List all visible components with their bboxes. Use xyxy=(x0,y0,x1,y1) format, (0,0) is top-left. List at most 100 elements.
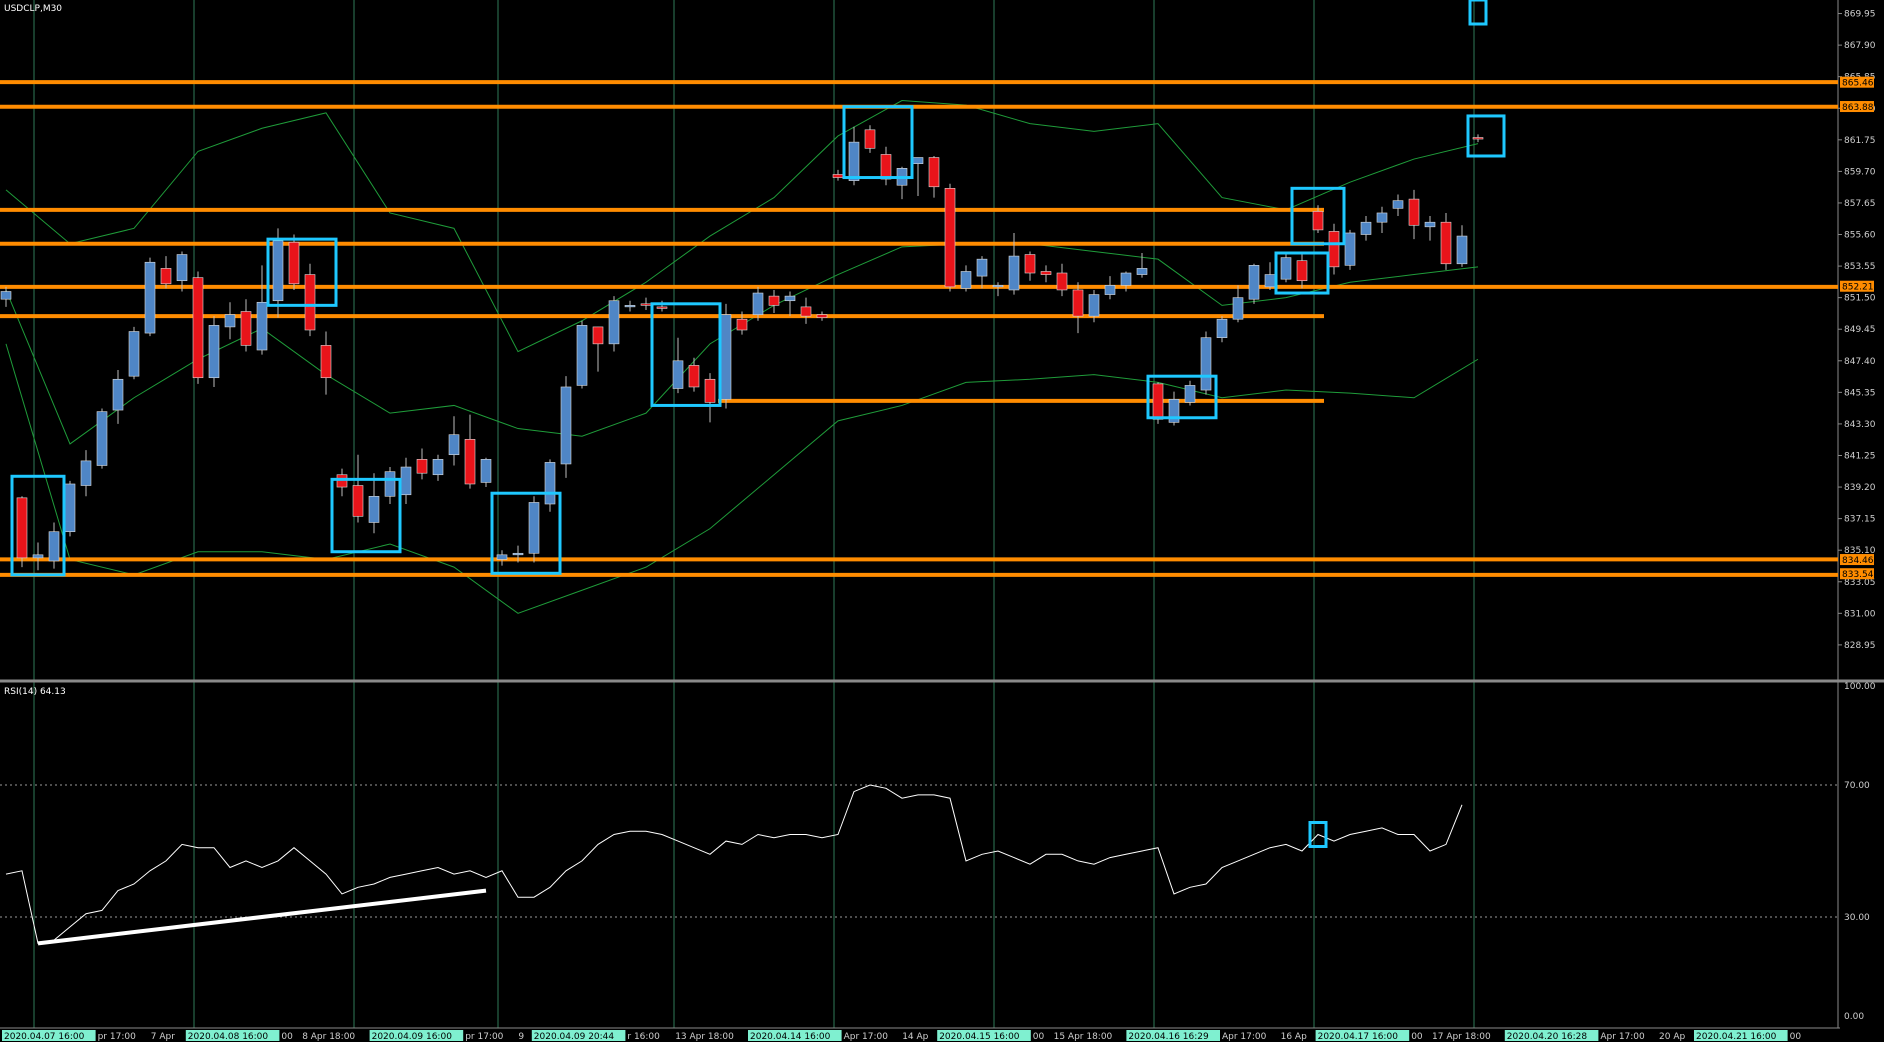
candle-body xyxy=(48,531,60,562)
candle xyxy=(544,459,556,512)
candle-body xyxy=(1008,255,1020,291)
price-tick-label: 847.40 xyxy=(1844,357,1876,367)
time-label: 16 Ap xyxy=(1281,1032,1307,1042)
candle-body xyxy=(1088,294,1100,317)
time-label: pr 17:00 xyxy=(98,1032,136,1042)
candle-body xyxy=(560,386,572,465)
price-tick-label: 839.20 xyxy=(1844,483,1876,493)
candle-body xyxy=(1104,285,1116,295)
rsi-highlight-box[interactable] xyxy=(1468,0,1488,26)
candle-body xyxy=(992,285,1004,288)
time-badge xyxy=(1315,1030,1410,1041)
price-tick-label: 828.95 xyxy=(1844,641,1876,651)
candle-body xyxy=(96,411,108,466)
price-axis: 869.95867.90865.85863.80861.75859.70857.… xyxy=(1838,10,1876,651)
candle-body xyxy=(1216,318,1228,338)
price-tick-label: 837.15 xyxy=(1844,515,1876,525)
candle-body xyxy=(1232,297,1244,320)
time-badge-label: 2020.04.09 16:00 xyxy=(372,1032,453,1042)
candle xyxy=(1328,223,1340,275)
candle xyxy=(688,357,700,392)
candle xyxy=(1296,254,1308,289)
candle xyxy=(1072,282,1084,334)
candle-body xyxy=(512,552,524,556)
candle xyxy=(864,125,876,153)
price-tick-label: 867.90 xyxy=(1844,41,1876,51)
highlight-box[interactable] xyxy=(650,302,722,407)
candle-body xyxy=(480,459,492,483)
highlight-box[interactable] xyxy=(330,477,402,554)
candle xyxy=(368,473,380,534)
candle xyxy=(1184,380,1196,406)
candle-body xyxy=(160,268,172,285)
candle xyxy=(1056,263,1068,297)
highlight-box[interactable] xyxy=(266,237,338,307)
candle xyxy=(752,286,764,321)
time-label: r 16:00 xyxy=(627,1032,660,1042)
candle xyxy=(432,454,444,481)
price-tick-label: 855.60 xyxy=(1844,231,1876,241)
candle-body xyxy=(1408,198,1420,226)
price-tick-label: 833.05 xyxy=(1844,578,1876,588)
highlight-box[interactable] xyxy=(1274,251,1330,295)
highlight-box[interactable] xyxy=(1466,114,1506,158)
candle-body xyxy=(1264,274,1276,288)
candle xyxy=(224,302,236,340)
candle-body xyxy=(64,483,76,533)
candle xyxy=(1200,331,1212,395)
time-label: 9 xyxy=(518,1032,524,1042)
price-tick-label: 845.35 xyxy=(1844,388,1876,398)
rsi-tick-label: 70.00 xyxy=(1844,781,1870,791)
price-tick-label: 841.25 xyxy=(1844,451,1876,461)
candle-body xyxy=(464,439,476,485)
highlight-box[interactable] xyxy=(10,474,66,577)
price-badge xyxy=(1840,554,1874,566)
price-tick-label: 861.75 xyxy=(1844,136,1876,146)
candle xyxy=(1472,134,1484,143)
price-tick-label: 857.65 xyxy=(1844,199,1876,209)
rsi-highlight-box[interactable] xyxy=(1308,821,1328,848)
rsi-line xyxy=(5,784,1463,944)
price-badge-label: 865.46 xyxy=(1842,79,1874,89)
candles xyxy=(0,125,1484,571)
bollinger-upper-line xyxy=(5,100,1479,353)
candle-body xyxy=(1280,257,1292,280)
highlight-box[interactable] xyxy=(1290,186,1346,246)
time-label: 8 Apr 18:00 xyxy=(302,1032,355,1042)
candle xyxy=(64,480,76,537)
time-badge xyxy=(185,1030,280,1041)
highlight-box[interactable] xyxy=(490,491,562,575)
candle xyxy=(992,282,1004,297)
candle-body xyxy=(832,174,844,178)
highlight-box[interactable] xyxy=(842,105,914,180)
candle-body xyxy=(1200,337,1212,391)
candle-body xyxy=(768,295,780,306)
candle xyxy=(1360,216,1372,241)
candle xyxy=(416,448,428,480)
candle-body xyxy=(16,497,28,559)
candle-body xyxy=(608,300,620,345)
highlight-box[interactable] xyxy=(1146,374,1218,420)
candle xyxy=(1344,229,1356,270)
time-badge-label: 2020.04.14 16:00 xyxy=(750,1032,831,1042)
candle xyxy=(448,416,460,466)
candle xyxy=(208,316,220,387)
candle xyxy=(592,326,604,372)
candle xyxy=(1168,391,1180,426)
rsi-trendline[interactable] xyxy=(37,888,487,946)
candle-body xyxy=(432,459,444,476)
candle-body xyxy=(240,311,252,346)
candle xyxy=(528,496,540,563)
candle xyxy=(720,303,732,409)
candle xyxy=(32,542,44,571)
highlight-boxes[interactable] xyxy=(10,105,1506,577)
candle-body xyxy=(112,378,124,411)
candle-body xyxy=(960,271,972,289)
time-label: 13 Apr 18:00 xyxy=(675,1032,734,1042)
candle xyxy=(352,454,364,523)
time-badge xyxy=(1694,1030,1788,1041)
candle xyxy=(176,251,188,292)
candle-body xyxy=(1040,271,1052,275)
time-badge xyxy=(937,1030,1031,1041)
